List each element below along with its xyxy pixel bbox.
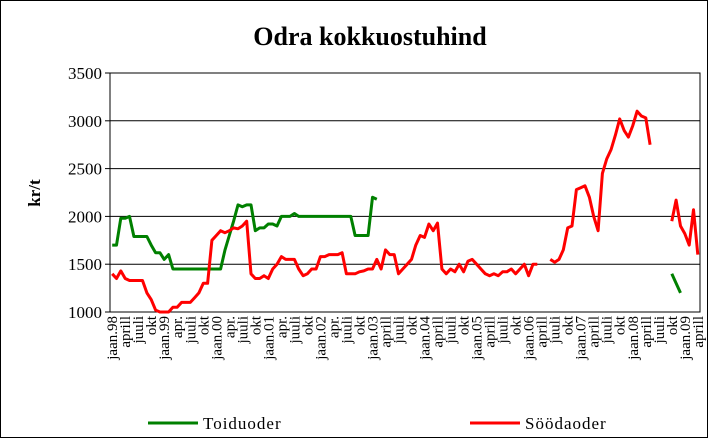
x-tick-label: jaan.01 [261,316,277,361]
x-tick-label: juuli [444,316,460,345]
x-tick-label: okt [509,315,525,335]
x-tick-label: aprill [535,316,551,348]
x-tick-label: aprill [431,316,447,348]
x-tick-label: jaan.09 [678,316,694,361]
x-tick-label: aprill [483,316,499,348]
x-tick-label: jaan.06 [522,316,538,361]
x-tick-label: okt [300,315,316,335]
x-tick-label: apr. [326,316,342,338]
x-tick-label: jaan.98 [105,316,121,361]
x-tick-label: okt [665,315,681,335]
x-tick-label: juuli [496,316,512,345]
x-tick-label: jaan.00 [209,316,225,361]
x-tick-label: okt [248,315,264,335]
legend-label: Söödaoder [525,414,607,433]
x-tick-label: aprill [587,316,603,348]
y-tick-label: 1000 [68,303,102,322]
x-tick-label: jaan.02 [313,316,329,361]
x-tick-label: apr. [274,316,290,338]
y-tick-label: 1500 [68,255,102,274]
x-tick-label: juuli [183,316,199,345]
x-tick-label: okt [561,315,577,335]
x-tick-label: okt [457,315,473,335]
x-tick-label: aprill [378,316,394,348]
x-tick-label: jaan.07 [574,316,590,361]
x-tick-label: juuli [391,316,407,345]
x-tick-label: okt [352,315,368,335]
x-tick-label: aprill [118,316,134,348]
y-axis-label: kr/t [25,179,44,207]
x-tick-label: jaan.08 [626,316,642,361]
y-tick-label: 3500 [68,64,102,83]
x-tick-label: jaan.99 [157,316,173,361]
y-tick-label: 2000 [68,207,102,226]
x-tick-label: juuli [548,316,564,345]
x-tick-label: aprill [691,316,707,348]
legend-label: Toiduoder [203,414,282,433]
x-tick-label: okt [196,315,212,335]
x-tick-label: juuli [131,316,147,345]
x-tick-label: juuli [339,316,355,345]
plot-area [109,72,701,313]
x-tick-label: okt [144,315,160,335]
x-tick-label: apr. [170,316,186,338]
x-tick-label: juuli [287,316,303,345]
x-tick-label: juuli [235,316,251,345]
line-series [111,109,700,314]
x-tick-label: juuli [600,316,616,345]
line-series [112,195,682,294]
chart-title: Odra kokkuostuhind [253,22,487,51]
x-tick-label: juuli [652,316,668,345]
x-tick-label: jaan.03 [365,316,381,361]
y-tick-label: 2500 [68,160,102,179]
y-tick-label: 3000 [68,112,102,131]
x-tick-label: jaan.05 [470,316,486,361]
x-tick-label: okt [613,315,629,335]
x-tick-label: apr. [222,316,238,338]
x-tick-label: okt [405,315,421,335]
x-tick-label: jaan.04 [418,316,434,361]
x-tick-label: aprill [639,316,655,348]
